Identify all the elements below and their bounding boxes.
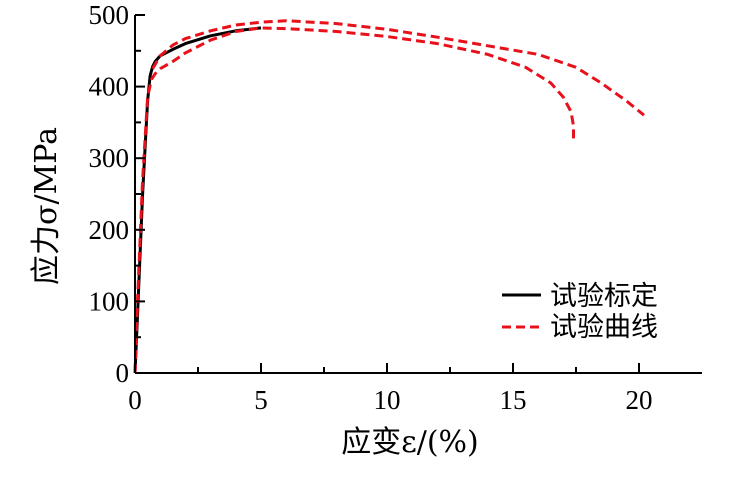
y-tick-label: 500 — [89, 0, 130, 30]
data-curves — [133, 19, 645, 374]
series-line-1 — [133, 26, 575, 374]
y-tick-label: 0 — [116, 358, 130, 388]
y-axis-ticks: 0 100 200 300 400 500 — [89, 0, 145, 388]
x-tick-label: 15 — [500, 385, 527, 415]
x-tick-label: 10 — [374, 385, 401, 415]
series-line-2 — [151, 19, 645, 117]
x-axis-ticks: 0 5 10 15 20 — [128, 363, 653, 415]
y-axis-title: 应力σ/MPa — [29, 127, 64, 285]
y-tick-label: 300 — [89, 143, 130, 173]
plot-area: 0 5 10 15 20 0 100 200 300 400 500 — [89, 0, 702, 415]
legend-label-calibration: 试验标定 — [550, 281, 658, 312]
legend: 试验标定 试验曲线 — [502, 281, 658, 343]
x-tick-label: 5 — [254, 385, 268, 415]
x-tick-label: 0 — [128, 385, 142, 415]
y-tick-label: 200 — [89, 215, 130, 245]
y-tick-label: 400 — [89, 72, 130, 102]
x-axis-title: 应变ε/(%) — [341, 425, 479, 460]
legend-label-test-curve: 试验曲线 — [550, 312, 658, 343]
y-tick-label: 100 — [89, 286, 130, 316]
x-tick-label: 20 — [626, 385, 653, 415]
series-line-0 — [133, 26, 262, 374]
